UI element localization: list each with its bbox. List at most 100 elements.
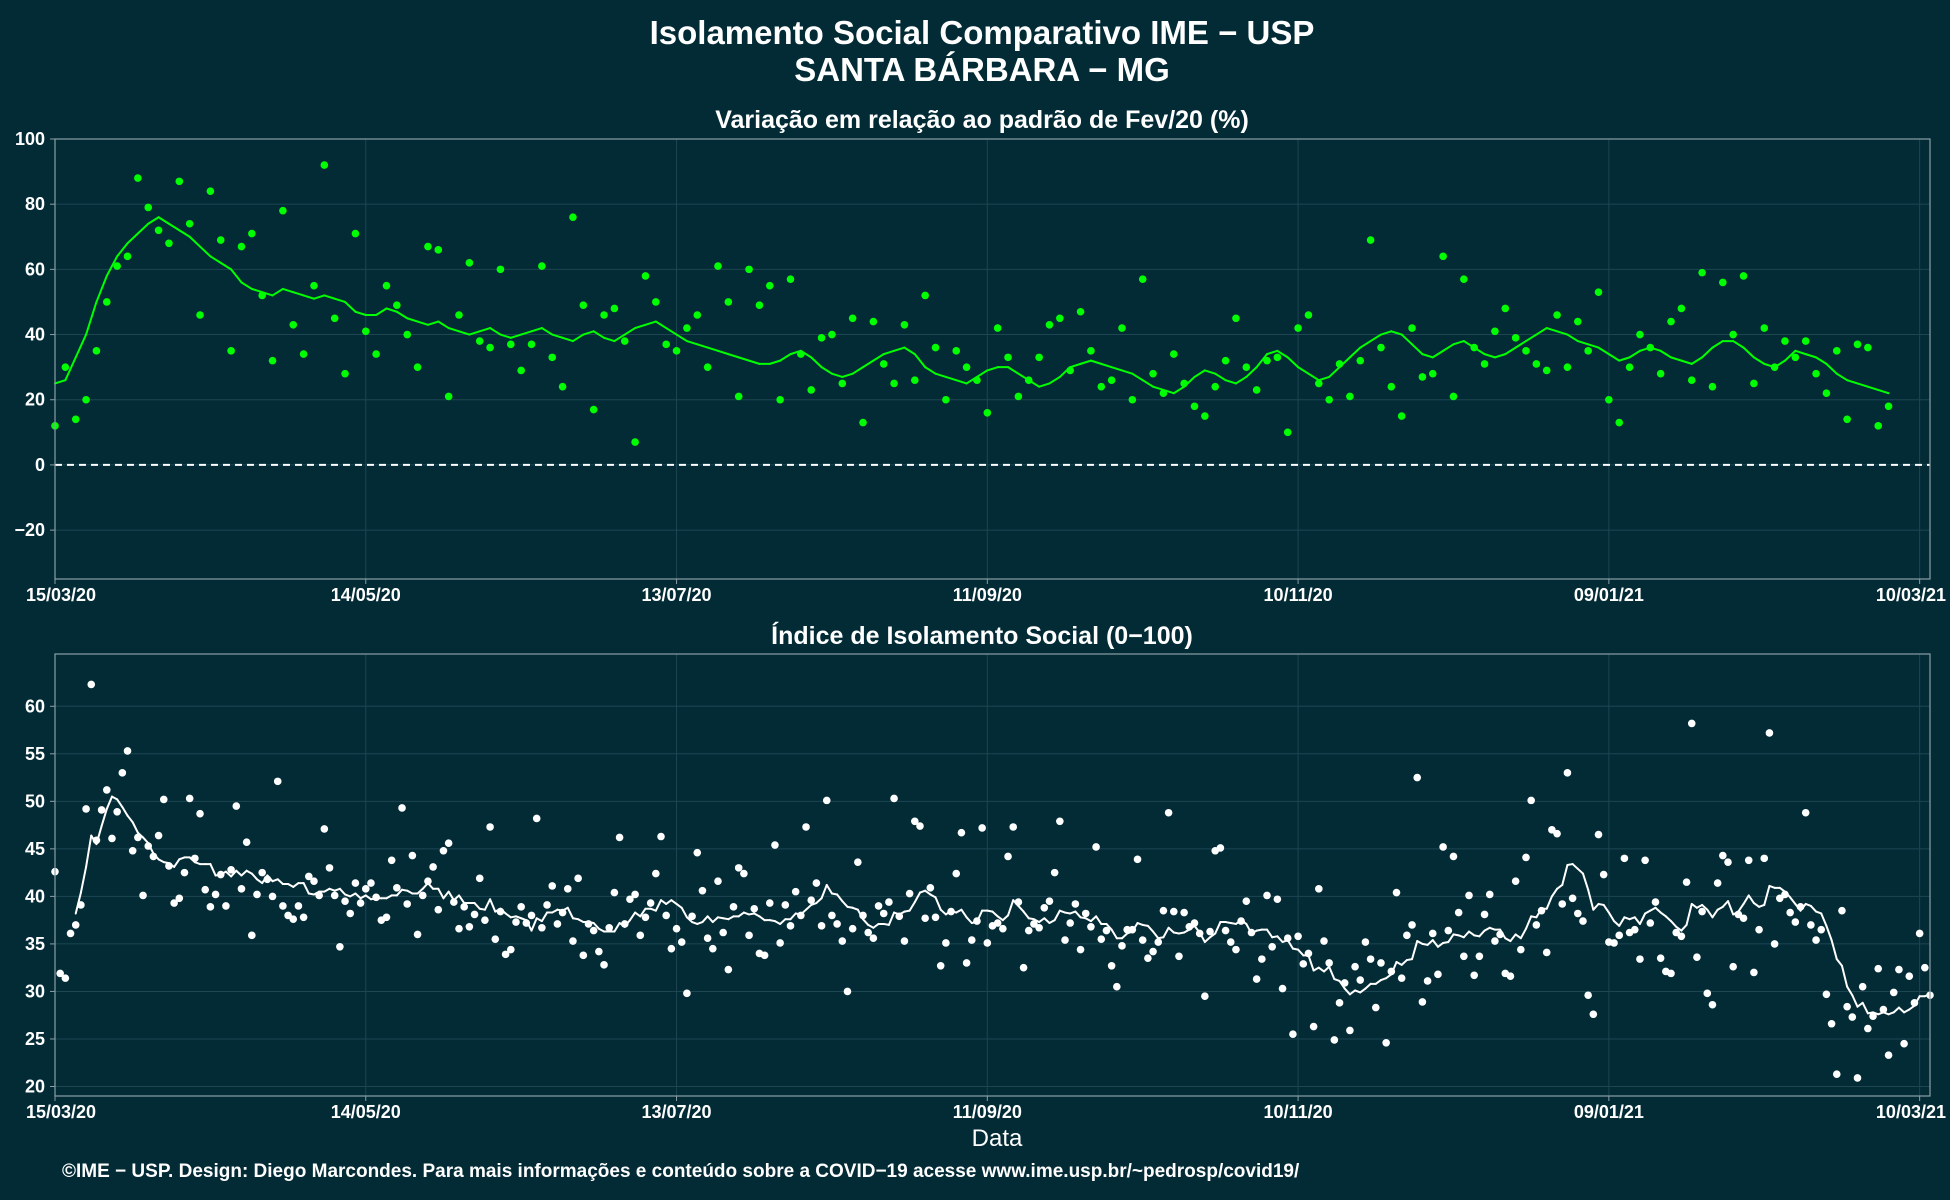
- data-point: [1278, 984, 1287, 993]
- moving-average-segment: [375, 307, 388, 316]
- data-point: [579, 301, 588, 310]
- moving-average-segment: [1152, 385, 1165, 391]
- moving-average-segment: [147, 842, 155, 855]
- data-point: [1056, 314, 1064, 323]
- moving-average-segment: [147, 216, 160, 225]
- main-title: Isolamento Social Comparativo IME − USP: [650, 14, 1315, 51]
- data-point: [1677, 932, 1686, 941]
- moving-average-segment: [836, 893, 844, 903]
- data-point: [719, 928, 727, 937]
- moving-average-segment: [136, 222, 150, 235]
- moving-average-segment: [1390, 960, 1398, 976]
- data-point: [1154, 938, 1163, 946]
- data-point: [279, 902, 287, 910]
- moving-average-segment: [1654, 906, 1662, 914]
- moving-average-segment: [1379, 330, 1393, 336]
- moving-average-segment: [1685, 902, 1693, 926]
- moving-average-segment: [1328, 366, 1341, 378]
- moving-average-segment: [489, 327, 502, 336]
- moving-average-segment: [240, 281, 253, 290]
- moving-average-segment: [209, 255, 222, 264]
- data-point: [1315, 884, 1323, 893]
- data-point: [123, 747, 132, 755]
- data-point: [439, 846, 448, 855]
- moving-average-segment: [727, 353, 740, 359]
- moving-average-segment: [1120, 369, 1134, 375]
- data-point: [1076, 945, 1085, 954]
- moving-average-segment: [126, 232, 139, 245]
- data-point: [232, 802, 241, 810]
- moving-average-segment: [1146, 924, 1155, 933]
- data-point: [1211, 382, 1220, 391]
- moving-average-segment: [820, 366, 833, 375]
- moving-average-segment: [851, 366, 865, 375]
- data-point: [548, 353, 557, 362]
- data-point: [387, 856, 396, 865]
- moving-average-segment: [1664, 915, 1673, 923]
- panel-variation-marks: [51, 161, 1930, 466]
- moving-average-segment: [525, 919, 533, 932]
- data-point: [123, 252, 132, 261]
- moving-average-segment: [105, 255, 119, 277]
- data-point: [765, 899, 774, 907]
- moving-average-segment: [1043, 917, 1051, 925]
- moving-average-segment: [1581, 872, 1590, 891]
- data-point: [698, 886, 707, 895]
- data-point: [527, 911, 536, 920]
- moving-average-segment: [74, 333, 88, 359]
- moving-average-segment: [768, 359, 782, 365]
- data-point: [1460, 952, 1468, 961]
- data-point: [206, 187, 215, 195]
- moving-average-segment: [173, 858, 181, 868]
- data-point: [1107, 961, 1116, 970]
- moving-average-segment: [79, 865, 88, 894]
- data-point: [1045, 897, 1054, 905]
- moving-average-segment: [188, 856, 196, 864]
- data-point: [1895, 965, 1903, 974]
- data-point: [1646, 919, 1655, 927]
- data-point: [1786, 908, 1794, 917]
- y-tick-label: 25: [25, 1029, 45, 1049]
- data-point: [475, 874, 484, 883]
- moving-average-segment: [1690, 902, 1698, 909]
- data-point: [1827, 1019, 1836, 1028]
- data-point: [165, 239, 173, 248]
- data-point: [983, 939, 992, 947]
- data-point: [1304, 311, 1313, 319]
- data-point: [1832, 1070, 1841, 1078]
- moving-average-segment: [1913, 995, 1921, 1007]
- moving-average-segment: [447, 890, 455, 902]
- moving-average-segment: [1897, 1006, 1906, 1014]
- data-point: [1817, 925, 1826, 934]
- moving-average-segment: [944, 375, 958, 382]
- data-point: [1656, 369, 1665, 378]
- moving-average-segment: [1799, 902, 1807, 912]
- moving-average-segment: [1747, 894, 1755, 905]
- data-point: [931, 913, 940, 922]
- data-point: [610, 304, 619, 313]
- moving-average-segment: [54, 379, 67, 385]
- moving-average-segment: [841, 900, 849, 908]
- data-point: [615, 833, 624, 842]
- moving-average-segment: [1328, 965, 1336, 981]
- data-point: [216, 236, 225, 244]
- y-tick-label: 30: [25, 981, 45, 1001]
- moving-average-segment: [1892, 1006, 1900, 1014]
- data-point: [351, 229, 360, 238]
- moving-average-segment: [354, 892, 362, 900]
- moving-average-segment: [1556, 330, 1569, 336]
- moving-average-segment: [737, 911, 745, 918]
- data-point: [962, 959, 971, 967]
- moving-average-segment: [1587, 888, 1595, 911]
- moving-average-segment: [1877, 388, 1890, 395]
- data-point: [817, 334, 826, 342]
- moving-average-segment: [1224, 379, 1237, 385]
- data-point: [1004, 353, 1012, 362]
- data-point: [475, 337, 484, 345]
- data-point: [745, 265, 753, 274]
- data-point: [683, 989, 691, 998]
- moving-average-segment: [628, 911, 637, 922]
- data-point: [1118, 324, 1126, 332]
- data-point: [1107, 376, 1116, 384]
- data-point: [1351, 962, 1359, 971]
